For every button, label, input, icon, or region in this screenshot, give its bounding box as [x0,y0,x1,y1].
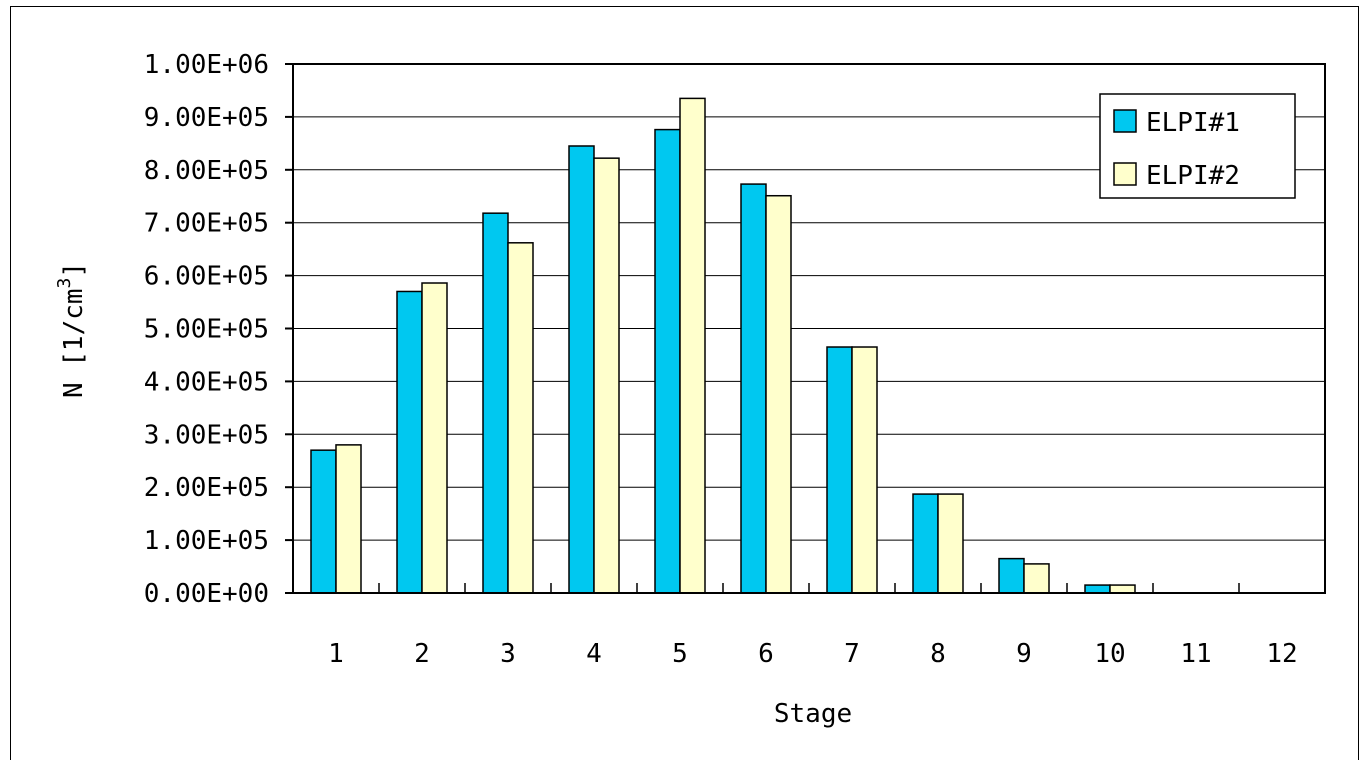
legend: ELPI#1 ELPI#2 [1099,93,1296,199]
bar-series-1-stage-5 [654,128,681,594]
x-tick-label: 8 [930,639,946,669]
y-axis-title-main: N [1/cm [59,288,89,398]
chart-frame [10,6,1359,760]
x-tick-labels: 1 2 3 4 5 6 7 8 9 10 11 12 [328,639,1297,669]
y-tick-label: 4.00E+05 [144,367,269,397]
bar-series-1-stage-3 [482,212,509,594]
x-tick-label: 7 [844,639,860,669]
legend-swatch-elpi1 [1113,109,1137,133]
y-tick-labels: 0.00E+00 1.00E+05 2.00E+05 3.00E+05 4.00E+05… [144,50,269,609]
bar-series-2-stage-7 [851,346,878,594]
bar-series-1-stage-10 [1084,584,1111,594]
y-tick-label: 1.00E+06 [144,50,269,80]
bar-series-2-stage-8 [937,493,964,594]
x-tick-label: 1 [328,639,344,669]
bar-series-2-stage-10 [1109,584,1136,594]
y-axis-title-group: N [1/cm3] [54,262,89,398]
y-tick-label: 0.00E+00 [144,579,269,609]
bars [310,97,1136,594]
bar-series-1-stage-1 [310,449,337,594]
x-tick-marks [378,583,1240,593]
y-tick-label: 8.00E+05 [144,156,269,186]
x-tick-label: 11 [1180,639,1211,669]
bar-series-1-stage-9 [998,557,1025,594]
bar-series-2-stage-2 [421,282,448,594]
x-tick-label: 4 [586,639,602,669]
y-tick-label: 1.00E+05 [144,526,269,556]
x-axis-title: Stage [774,699,852,729]
x-tick-label: 5 [672,639,688,669]
y-tick-label: 7.00E+05 [144,209,269,239]
y-tick-label: 2.00E+05 [144,473,269,503]
x-tick-label: 10 [1094,639,1125,669]
x-tick-label: 6 [758,639,774,669]
legend-label-elpi1: ELPI#1 [1146,108,1240,138]
bar-series-2-stage-3 [507,242,534,594]
bar-series-2-stage-5 [679,97,706,594]
y-tick-label: 6.00E+05 [144,262,269,292]
legend-swatch-elpi2 [1113,162,1137,186]
y-tick-label: 3.00E+05 [144,420,269,450]
legend-label-elpi2: ELPI#2 [1146,161,1240,191]
bar-series-2-stage-4 [593,157,620,594]
bar-series-1-stage-4 [568,145,595,594]
x-tick-label: 2 [414,639,430,669]
y-axis-title-superscript: 3 [54,278,75,289]
bar-series-2-stage-6 [765,194,792,594]
bar-series-2-stage-1 [335,444,362,594]
y-axis-title: N [1/cm3] [54,262,89,398]
y-axis-title-close: ] [59,262,89,278]
y-tick-label: 5.00E+05 [144,315,269,345]
bar-series-1-stage-7 [826,346,853,594]
bar-series-2-stage-9 [1023,563,1050,594]
bar-series-1-stage-8 [912,493,939,594]
x-tick-label: 12 [1266,639,1297,669]
x-tick-label: 9 [1016,639,1032,669]
y-tick-label: 9.00E+05 [144,103,269,133]
x-tick-label: 3 [500,639,516,669]
bar-series-1-stage-6 [740,183,767,594]
bar-series-1-stage-2 [396,290,423,594]
gridlines [285,63,1325,594]
